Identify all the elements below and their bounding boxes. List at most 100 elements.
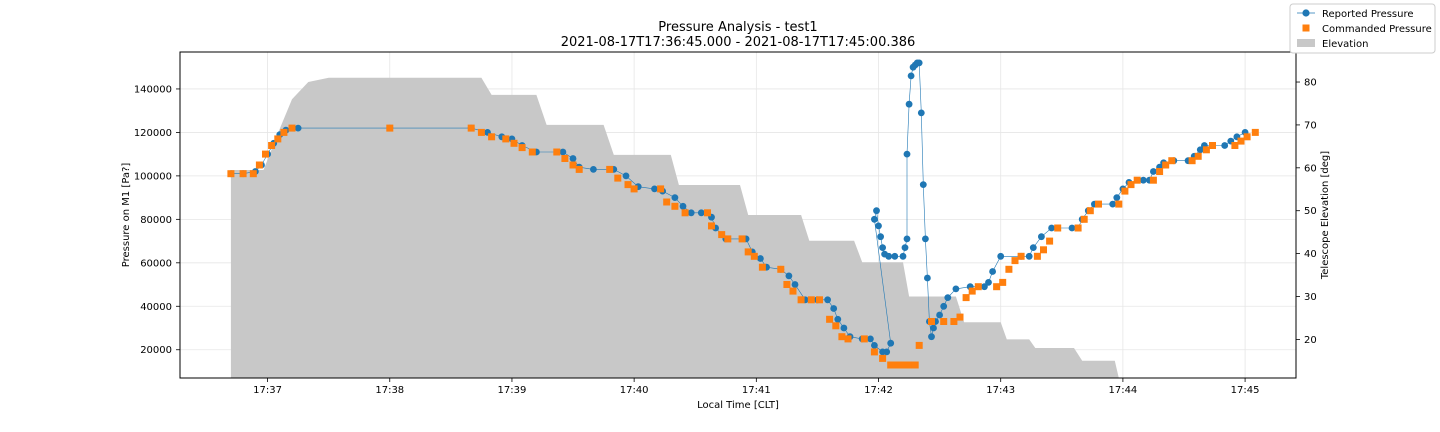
- reported-pressure-point: [907, 72, 915, 80]
- commanded-pressure-point: [1133, 176, 1141, 184]
- reported-pressure-point: [757, 255, 764, 262]
- reported-pressure-point: [981, 283, 988, 291]
- commanded-pressure-point: [1209, 142, 1216, 149]
- commanded-pressure-point: [1074, 224, 1082, 232]
- commanded-pressure-point: [1054, 224, 1062, 232]
- commanded-pressure-point: [467, 124, 475, 132]
- commanded-pressure-point: [704, 209, 711, 217]
- commanded-pressure-point: [1017, 252, 1025, 260]
- reported-pressure-point: [944, 294, 952, 301]
- legend: Reported Pressure Commanded Pressure Ele…: [1289, 3, 1436, 54]
- reported-pressure-point: [791, 281, 799, 288]
- y-tick-label: 60000: [140, 258, 172, 269]
- reported-pressure-point: [1029, 244, 1037, 252]
- commanded-pressure-point: [502, 135, 510, 143]
- commanded-pressure-point: [744, 248, 752, 256]
- commanded-pressure-point: [789, 287, 797, 295]
- reported-pressure-point: [1038, 233, 1045, 241]
- commanded-pressure-point: [681, 209, 689, 217]
- commanded-pressure-point: [783, 281, 791, 288]
- reported-pressure-point: [887, 339, 895, 347]
- commanded-pressure-point: [1194, 152, 1202, 160]
- reported-pressure-point: [952, 285, 960, 293]
- legend-box: [1289, 3, 1436, 54]
- commanded-pressure-point: [575, 165, 583, 173]
- x-tick-label: 17:38: [375, 385, 404, 396]
- commanded-pressure-point: [1231, 142, 1239, 149]
- reported-pressure-point: [697, 209, 705, 217]
- x-tick-label: 17:42: [864, 385, 893, 396]
- reported-pressure-point: [985, 279, 992, 286]
- commanded-pressure-point: [838, 333, 846, 341]
- commanded-pressure-point: [1040, 246, 1047, 254]
- commanded-pressure-point: [262, 150, 269, 158]
- legend-elevation-swatch: [1297, 39, 1315, 47]
- commanded-pressure-point: [724, 235, 732, 243]
- y-axis-label: Pressure on M1 [Pa?]: [121, 163, 132, 268]
- reported-pressure-point: [671, 194, 679, 202]
- y2-tick-label: 20: [1304, 335, 1317, 346]
- reported-pressure-point: [903, 150, 911, 158]
- commanded-pressure-point: [968, 287, 976, 295]
- commanded-pressure-point: [1127, 181, 1135, 189]
- commanded-pressure-point: [1095, 200, 1102, 208]
- commanded-pressure-point: [671, 202, 679, 210]
- x-tick-label: 17:37: [253, 385, 282, 396]
- x-axis-label: Local Time [CLT]: [697, 400, 779, 411]
- reported-pressure-point: [1150, 168, 1157, 175]
- commanded-pressure-point: [255, 161, 263, 169]
- legend-reported-marker: [1302, 9, 1310, 17]
- commanded-pressure-series: [227, 124, 1259, 369]
- reported-pressure-point: [1196, 146, 1204, 154]
- x-tick-label: 17:41: [742, 385, 771, 396]
- chart-title: Pressure Analysis - test1: [658, 20, 817, 35]
- reported-pressure-point: [989, 268, 996, 275]
- commanded-pressure-point: [962, 294, 970, 302]
- y2-tick-label: 60: [1304, 163, 1317, 174]
- reported-pressure-point: [651, 185, 658, 193]
- reported-pressure-point: [891, 252, 899, 260]
- commanded-pressure-point: [999, 278, 1007, 286]
- reported-pressure-point: [919, 181, 927, 189]
- commanded-pressure-point: [561, 155, 569, 162]
- commanded-pressure-point: [887, 361, 895, 369]
- commanded-pressure-point: [950, 318, 958, 325]
- commanded-pressure-point: [288, 124, 296, 132]
- reported-pressure-point: [867, 335, 874, 343]
- commanded-pressure-point: [956, 313, 964, 321]
- commanded-pressure-point: [915, 341, 923, 349]
- y2-tick-label: 80: [1304, 78, 1317, 89]
- commanded-pressure-point: [940, 318, 948, 325]
- commanded-pressure-point: [993, 283, 1001, 291]
- commanded-pressure-point: [797, 296, 805, 304]
- commanded-pressure-point: [1237, 137, 1245, 145]
- reported-pressure-point: [785, 272, 793, 280]
- commanded-pressure-point: [816, 296, 823, 304]
- y-tick-label: 140000: [134, 84, 172, 95]
- commanded-pressure-point: [708, 222, 715, 230]
- reported-pressure-point: [294, 124, 302, 132]
- commanded-pressure-point: [826, 315, 834, 323]
- commanded-pressure-point: [974, 283, 982, 291]
- y-tick-label: 80000: [140, 215, 172, 226]
- commanded-pressure-point: [1033, 252, 1041, 260]
- reported-pressure-point: [1139, 176, 1147, 184]
- y2-tick-label: 50: [1304, 206, 1317, 217]
- reported-pressure-point: [1221, 142, 1229, 149]
- reported-pressure-point: [875, 222, 882, 230]
- legend-commanded-marker: [1302, 24, 1310, 32]
- reported-pressure-point: [871, 342, 878, 349]
- reported-pressure-point: [883, 348, 891, 356]
- commanded-pressure-point: [758, 263, 766, 271]
- commanded-pressure-point: [249, 170, 257, 178]
- commanded-pressure-point: [905, 361, 913, 369]
- commanded-pressure-point: [1243, 133, 1251, 141]
- reported-pressure-point: [622, 172, 630, 180]
- reported-pressure-point: [873, 207, 880, 215]
- reported-pressure-point: [679, 202, 687, 210]
- commanded-pressure-point: [518, 144, 526, 152]
- commanded-pressure-point: [553, 148, 561, 156]
- reported-pressure-point: [936, 311, 943, 319]
- legend-elevation-label: Elevation: [1322, 39, 1368, 50]
